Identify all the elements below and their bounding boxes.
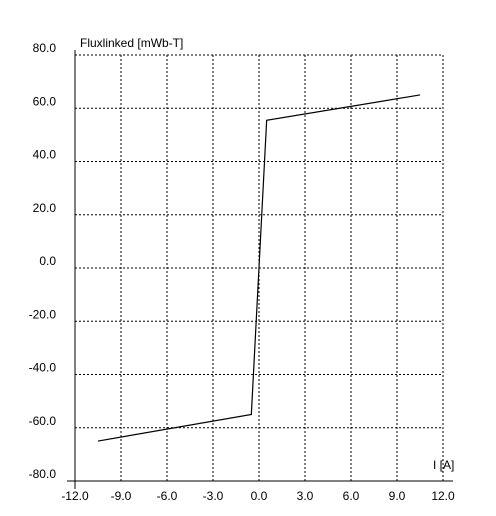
x-axis-title: I [A] [433, 458, 454, 472]
y-tick-label: -20.0 [29, 307, 57, 321]
y-tick-label: 20.0 [33, 201, 57, 215]
x-tick-label: -9.0 [111, 489, 132, 503]
x-tick-label: 3.0 [297, 489, 314, 503]
x-tick-label: -6.0 [157, 489, 178, 503]
y-tick-label: 0.0 [39, 254, 56, 268]
y-tick-label: 40.0 [33, 148, 57, 162]
x-tick-label: -12.0 [61, 489, 89, 503]
x-tick-label: -3.0 [203, 489, 224, 503]
y-tick-label: -80.0 [29, 467, 57, 481]
data-line [97, 94, 421, 442]
x-tick-label: 12.0 [431, 489, 455, 503]
y-tick-label: -40.0 [29, 361, 57, 375]
x-tick-label: 9.0 [389, 489, 406, 503]
y-axis-title: Fluxlinked [mWb-T] [80, 36, 183, 50]
y-tick-label: 60.0 [33, 94, 57, 108]
x-tick-label: 6.0 [343, 489, 360, 503]
y-tick-label: -60.0 [29, 414, 57, 428]
y-tick-label: 80.0 [33, 41, 57, 55]
x-tick-label: 0.0 [251, 489, 268, 503]
